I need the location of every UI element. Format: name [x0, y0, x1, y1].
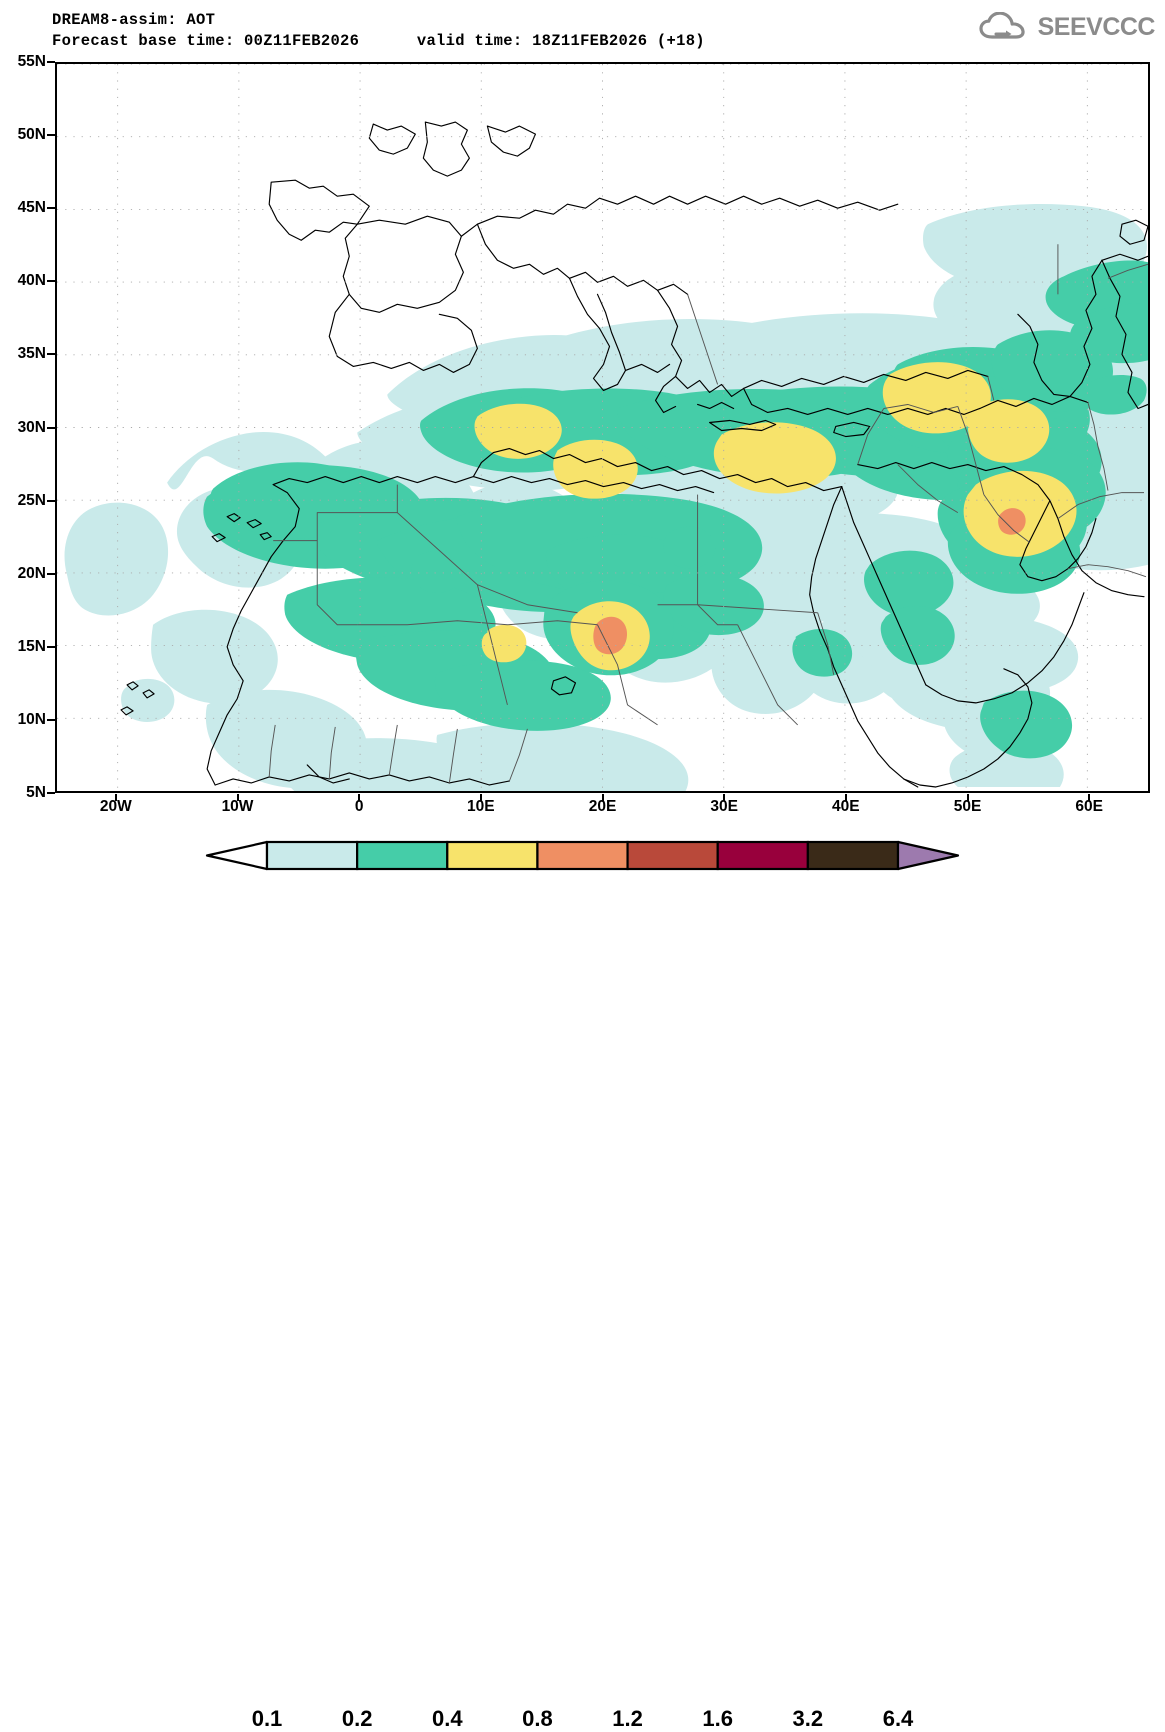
ytick-mark: [47, 207, 55, 210]
xtick-label: 50E: [953, 798, 982, 815]
colorbar-tick-label: 0.8: [522, 1706, 553, 1731]
ytick-label: 5N: [26, 784, 46, 801]
logo-text: SEEVCCC: [1037, 12, 1156, 41]
contour-band-0.4: [474, 362, 1077, 671]
colorbar-tick-label: 1.6: [702, 1706, 733, 1731]
colorbar-segment: [265, 840, 359, 871]
colorbar-tick-label: 0.1: [251, 1706, 283, 1731]
ytick-mark: [47, 426, 55, 429]
colorbar-tick-label: 6.4: [882, 1706, 914, 1731]
ytick-label: 50N: [17, 126, 46, 144]
cloud-icon: [979, 12, 1025, 39]
aot-contour-map: [57, 64, 1148, 791]
contour-band-0.8: [593, 508, 1026, 655]
chart-header: DREAM8-assim: AOT Forecast base time: 00…: [52, 10, 705, 52]
chart-title: DREAM8-assim: AOT: [52, 11, 216, 29]
chart-subtitle: Forecast base time: 00Z11FEB2026 valid t…: [52, 32, 705, 50]
colorbar: 0.1 0.2 0.4 0.8 1.2 1.6 3.2 6.4: [0, 838, 1165, 1731]
colorbar-segment: [716, 840, 809, 871]
ytick-label: 45N: [17, 199, 46, 217]
ytick-label: 35N: [17, 345, 46, 363]
xtick-label: 40E: [832, 798, 860, 815]
map-country-borders: [268, 244, 1148, 784]
ytick-label: 15N: [17, 637, 46, 655]
colorbar-segment: [446, 840, 539, 871]
colorbar-tick-label: 1.2: [612, 1706, 643, 1731]
ytick-mark: [47, 61, 55, 63]
colorbar-segment: [356, 840, 449, 871]
xtick-mark: [966, 794, 969, 801]
ytick-mark: [47, 792, 55, 794]
colorbar-tick-label: 0.2: [341, 1706, 373, 1731]
ytick-label: 25N: [17, 491, 46, 509]
colorbar-segment: [806, 840, 900, 871]
ytick-mark: [47, 280, 55, 283]
ytick-label: 40N: [17, 272, 46, 290]
xtick-mark: [479, 794, 482, 801]
colorbar-segment: [626, 840, 719, 871]
xtick-label: 30E: [710, 798, 738, 815]
ytick-mark: [47, 645, 55, 648]
xtick-label: 10E: [467, 798, 495, 815]
xtick-mark: [601, 794, 604, 801]
xtick-mark: [114, 794, 117, 801]
colorbar-segment: [536, 840, 629, 871]
xtick-label: 0: [354, 798, 364, 815]
ytick-mark: [47, 572, 55, 575]
colorbar-swatches: [205, 840, 960, 871]
ytick-label: 20N: [17, 564, 46, 582]
colorbar-under-arrow: [205, 840, 269, 871]
ytick-mark: [47, 499, 55, 502]
colorbar-over-arrow: [896, 840, 960, 871]
xtick-label: 20E: [588, 798, 617, 815]
ytick-label: 10N: [17, 710, 46, 728]
xtick-mark: [1088, 794, 1091, 801]
ytick-mark: [47, 134, 55, 137]
xtick-label: 20W: [99, 798, 132, 815]
xtick-mark: [358, 794, 361, 801]
forecast-map-page: DREAM8-assim: AOT Forecast base time: 00…: [0, 10, 1165, 1731]
colorbar-tick-label: 0.4: [431, 1706, 463, 1731]
map-plot-area: [55, 62, 1150, 793]
ytick-mark: [47, 353, 55, 356]
seevccc-logo: SEEVCCC: [979, 12, 1156, 42]
colorbar-tick-label: 3.2: [792, 1706, 824, 1731]
ytick-label: 30N: [17, 418, 46, 436]
xtick-mark: [236, 794, 239, 801]
xtick-mark: [844, 794, 847, 801]
map-coastlines: [120, 121, 1148, 788]
ytick-mark: [47, 718, 55, 721]
xtick-label: 60E: [1075, 798, 1103, 815]
xtick-label: 10W: [221, 798, 254, 815]
xtick-mark: [723, 794, 726, 801]
ytick-label: 55N: [17, 53, 46, 70]
